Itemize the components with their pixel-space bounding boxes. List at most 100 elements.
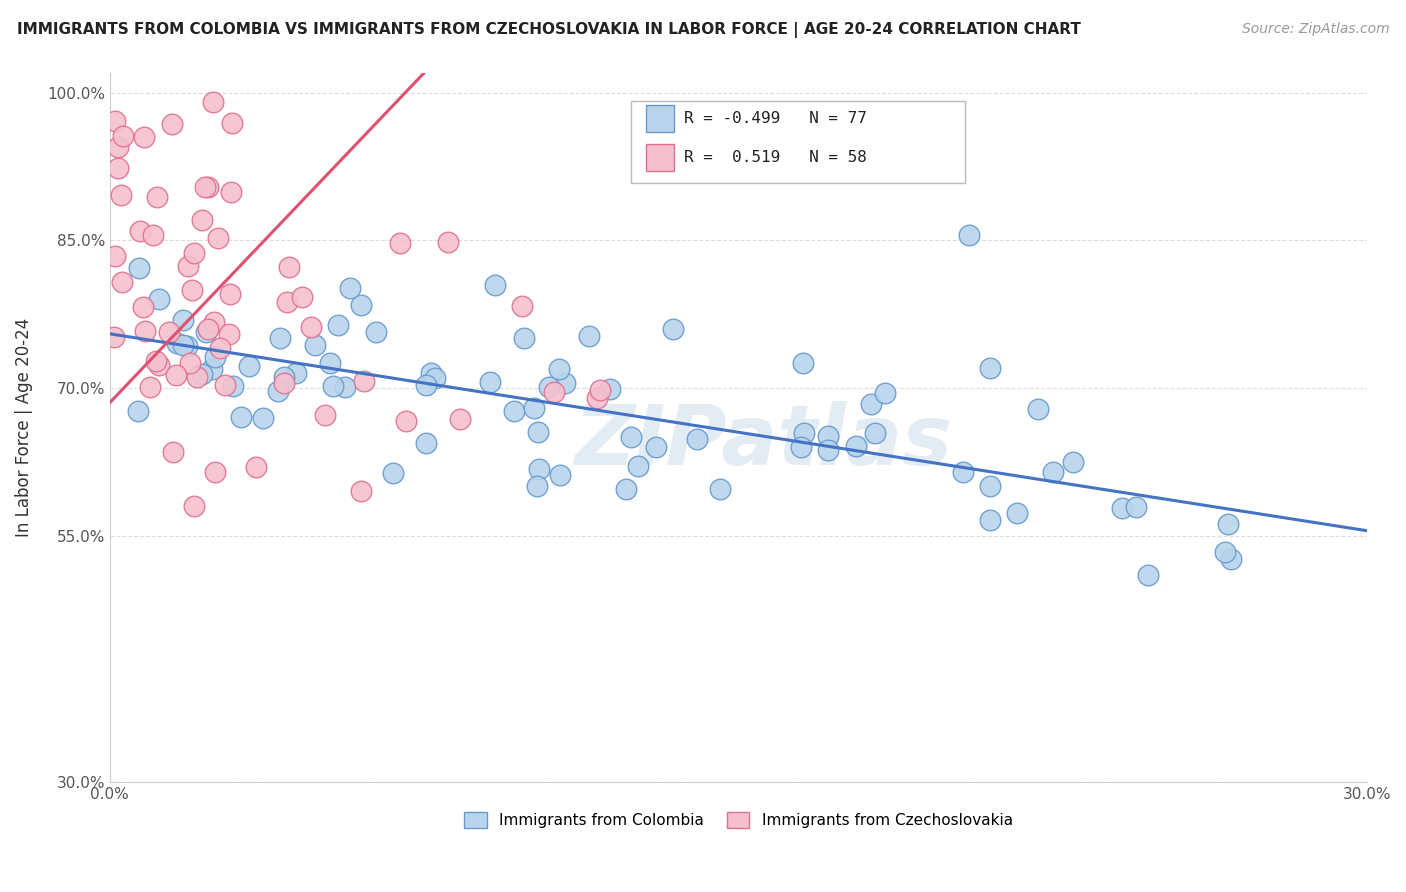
Point: [148, 293, 170, 307]
Point: [1005, 506, 1028, 520]
Point: [269, 330, 291, 344]
Point: [389, 235, 412, 250]
Point: [527, 462, 550, 476]
Point: [132, 130, 155, 145]
Point: [107, 161, 129, 176]
Point: [620, 430, 643, 444]
Point: [157, 325, 180, 339]
Point: [599, 382, 621, 396]
Point: [197, 179, 219, 194]
Point: [319, 356, 342, 370]
Point: [204, 351, 226, 365]
Point: [503, 404, 526, 418]
Point: [589, 383, 612, 397]
Point: [873, 385, 896, 400]
Point: [627, 459, 650, 474]
Point: [586, 391, 609, 405]
Point: [526, 479, 548, 493]
Point: [793, 425, 815, 440]
Point: [1219, 551, 1241, 566]
Point: [543, 384, 565, 399]
Point: [180, 283, 202, 297]
Point: [845, 440, 868, 454]
Y-axis label: In Labor Force | Age 20-24: In Labor Force | Age 20-24: [15, 318, 32, 537]
Point: [860, 397, 883, 411]
Point: [194, 179, 217, 194]
Point: [353, 374, 375, 388]
Point: [252, 410, 274, 425]
Point: [979, 513, 1001, 527]
Point: [333, 380, 356, 394]
FancyBboxPatch shape: [631, 102, 965, 183]
Point: [129, 224, 152, 238]
Point: [183, 499, 205, 513]
Point: [166, 335, 188, 350]
Point: [112, 129, 135, 144]
Point: [957, 228, 980, 243]
Point: [979, 361, 1001, 376]
Point: [132, 300, 155, 314]
Point: [172, 338, 194, 352]
Point: [176, 339, 198, 353]
Point: [267, 384, 290, 398]
Point: [550, 468, 572, 483]
Point: [479, 376, 502, 390]
Legend: Immigrants from Colombia, Immigrants from Czechoslovakia: Immigrants from Colombia, Immigrants fro…: [457, 806, 1019, 834]
Point: [1042, 465, 1064, 479]
Point: [527, 425, 550, 439]
Text: Source: ZipAtlas.com: Source: ZipAtlas.com: [1241, 22, 1389, 37]
Point: [177, 259, 200, 273]
Bar: [647, 105, 673, 132]
Point: [339, 280, 361, 294]
Point: [204, 465, 226, 479]
Point: [107, 140, 129, 154]
Text: ZIPatlas: ZIPatlas: [575, 401, 952, 482]
Point: [415, 378, 437, 392]
Point: [229, 410, 252, 425]
Text: R = -0.499   N = 77: R = -0.499 N = 77: [685, 112, 868, 127]
Point: [1213, 545, 1236, 559]
Point: [547, 362, 569, 376]
Point: [221, 185, 243, 199]
Point: [221, 116, 243, 130]
Point: [276, 295, 298, 310]
Point: [104, 113, 127, 128]
Point: [284, 366, 307, 380]
Point: [179, 356, 201, 370]
Point: [186, 370, 208, 384]
Point: [165, 368, 187, 382]
Point: [789, 441, 811, 455]
Point: [537, 380, 560, 394]
Point: [952, 465, 974, 479]
Point: [350, 484, 373, 499]
Point: [578, 329, 600, 343]
Point: [183, 246, 205, 260]
Point: [195, 325, 218, 339]
Point: [104, 248, 127, 262]
Point: [419, 366, 441, 380]
Point: [207, 230, 229, 244]
Bar: [647, 144, 673, 170]
Point: [1125, 500, 1147, 514]
Point: [863, 425, 886, 440]
Point: [172, 313, 194, 327]
Point: [191, 367, 214, 381]
Point: [614, 482, 637, 496]
Point: [103, 330, 125, 344]
Point: [209, 342, 232, 356]
Text: IMMIGRANTS FROM COLOMBIA VS IMMIGRANTS FROM CZECHOSLOVAKIA IN LABOR FORCE | AGE : IMMIGRANTS FROM COLOMBIA VS IMMIGRANTS F…: [17, 22, 1081, 38]
Point: [219, 287, 242, 301]
Point: [1028, 401, 1050, 416]
Point: [817, 443, 839, 458]
Point: [201, 95, 224, 110]
Point: [127, 404, 149, 418]
Point: [364, 325, 387, 339]
Point: [1062, 455, 1084, 469]
Point: [415, 436, 437, 450]
Point: [201, 362, 224, 376]
Point: [273, 370, 295, 384]
Point: [214, 378, 236, 392]
Point: [278, 260, 301, 274]
Point: [291, 289, 314, 303]
Point: [395, 414, 418, 428]
